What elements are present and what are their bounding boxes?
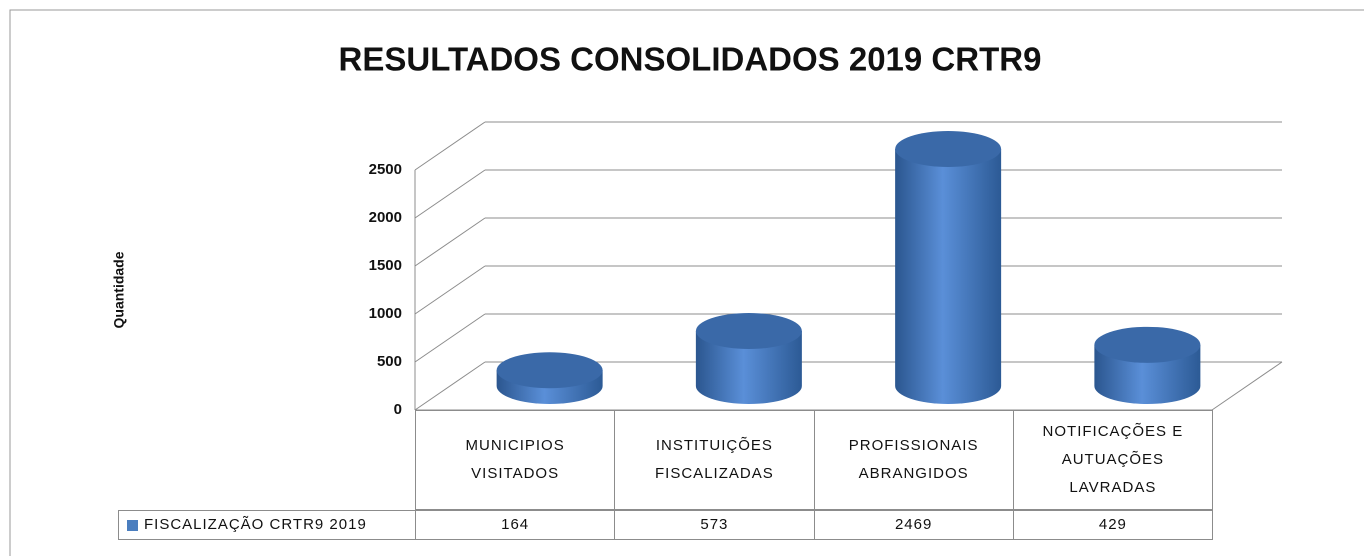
axis-diagonal xyxy=(414,217,486,267)
cylinder-body xyxy=(695,330,802,404)
y-tick-label: 0 xyxy=(394,401,402,418)
y-tick-label: 1500 xyxy=(369,257,402,274)
legend-cell: FISCALIZAÇÃO CRTR9 2019 xyxy=(118,510,416,540)
frame xyxy=(9,9,1364,556)
floor-right xyxy=(1211,361,1283,411)
legend-swatch xyxy=(127,519,138,531)
category-cell: MUNICIPIOS VISITADOS xyxy=(415,410,616,510)
category-cell: PROFISSIONAIS ABRANGIDOS xyxy=(813,410,1014,510)
value-cell: 2469 xyxy=(813,510,1014,540)
cylinder-top xyxy=(895,130,1002,167)
y-axis-label: Quantidade xyxy=(111,251,127,328)
cylinder xyxy=(695,312,802,404)
cylinder-top xyxy=(1094,326,1201,363)
cylinder-body xyxy=(895,148,1002,404)
y-tick-label: 500 xyxy=(377,353,402,370)
axis-diagonal xyxy=(414,265,486,315)
axis-diagonal xyxy=(414,121,486,171)
y-tick-label: 2000 xyxy=(369,209,402,226)
cylinder xyxy=(1094,326,1201,404)
cylinder-top xyxy=(695,312,802,349)
axis-diagonal xyxy=(414,169,486,219)
y-tick-label: 2500 xyxy=(369,161,402,178)
value-cell: 429 xyxy=(1012,510,1213,540)
axis-diagonal xyxy=(414,361,486,411)
value-cell: 164 xyxy=(415,510,616,540)
y-tick-label: 1000 xyxy=(369,305,402,322)
value-cell: 573 xyxy=(614,510,815,540)
category-cell: INSTITUIÇÕES FISCALIZADAS xyxy=(614,410,815,510)
category-cell: NOTIFICAÇÕES E AUTUAÇÕES LAVRADAS xyxy=(1012,410,1213,510)
cylinder xyxy=(895,130,1002,404)
cylinder-top xyxy=(496,352,603,389)
cylinder xyxy=(496,352,603,404)
chart-title: RESULTADOS CONSOLIDADOS 2019 CRTR9 xyxy=(339,41,1042,78)
legend-label: FISCALIZAÇÃO CRTR9 2019 xyxy=(144,516,367,533)
axis-diagonal xyxy=(414,313,486,363)
